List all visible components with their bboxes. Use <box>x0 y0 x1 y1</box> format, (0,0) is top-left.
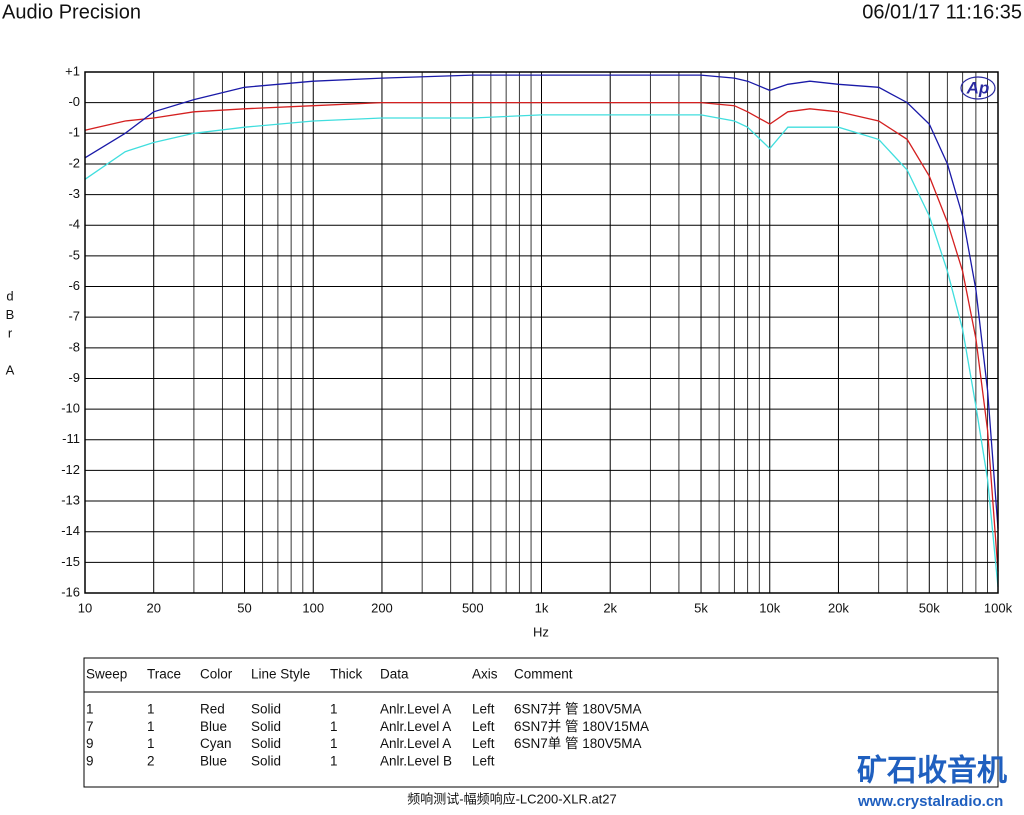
table-cell: 1 <box>330 702 338 717</box>
table-header: Comment <box>514 667 573 682</box>
table-cell: Red <box>200 702 225 717</box>
y-axis-label-char: B <box>6 307 15 322</box>
table-cell: Solid <box>251 753 281 768</box>
table-cell: 1 <box>330 719 338 734</box>
table-cell: Left <box>472 702 495 717</box>
logo: Ap <box>966 78 990 97</box>
table-cell: 1 <box>86 702 94 717</box>
table-cell: 6SN7单 管 180V5MA <box>514 736 642 751</box>
table-cell: Anlr.Level A <box>380 719 451 734</box>
table-cell: Left <box>472 719 495 734</box>
x-tick-label: 500 <box>462 600 484 615</box>
table-cell: Solid <box>251 736 281 751</box>
legend-table-box <box>83 657 999 788</box>
table-cell: 9 <box>86 736 94 751</box>
legend-table: Sweep Trace Color Line Style Thick Data Axis Co… <box>86 667 649 769</box>
y-tick-label: -7 <box>68 309 80 324</box>
table-header: Color <box>200 667 233 682</box>
x-tick-label: 20k <box>828 600 849 615</box>
x-tick-label: 10k <box>759 600 780 615</box>
title: Audio Precision <box>2 1 141 23</box>
table-header: Trace <box>147 667 181 682</box>
y-tick-label: -2 <box>68 155 80 170</box>
timestamp: 06/01/17 11:16:35 <box>862 1 1022 23</box>
table-cell: Left <box>472 736 495 751</box>
table-cell: Anlr.Level A <box>380 702 451 717</box>
table-cell: Cyan <box>200 736 232 751</box>
series-line <box>84 74 999 529</box>
table-cell: Solid <box>251 702 281 717</box>
y-tick-label: -14 <box>61 523 80 538</box>
y-tick-label: -9 <box>68 370 80 385</box>
x-tick-label: 10 <box>78 600 92 615</box>
table-cell: Blue <box>200 719 227 734</box>
y-tick-label: -8 <box>68 339 80 354</box>
y-tick-label: -16 <box>61 584 80 599</box>
table-header: Axis <box>472 667 498 682</box>
table-header: Data <box>380 667 409 682</box>
x-tick-label: 2k <box>603 600 617 615</box>
x-tick-label: 50k <box>919 600 940 615</box>
y-tick-label: -1 <box>68 125 80 140</box>
x-tick-label: 100 <box>302 600 324 615</box>
x-tick-label: 5k <box>694 600 708 615</box>
table-cell: Solid <box>251 719 281 734</box>
y-axis-label: dBr A <box>6 288 15 377</box>
y-tick-label: -5 <box>68 247 80 262</box>
logo-ring <box>960 76 996 100</box>
table-cell: Anlr.Level B <box>380 753 452 768</box>
table-cell: 1 <box>147 702 155 717</box>
plot-area: 10 20 50 100 200 500 1k 2k 5k 10k 20k 50k 100k +1 -0 -1… <box>61 63 1012 615</box>
y-axis-label-char: A <box>6 362 15 377</box>
y-tick-label: -11 <box>62 431 80 446</box>
y-tick-label: -0 <box>68 94 80 109</box>
table-cell: Blue <box>200 753 227 768</box>
file-name: 频响测试-幅频响应-LC200-XLR.at27 <box>407 791 617 806</box>
x-tick-label: 100k <box>984 600 1013 615</box>
table-cell: 6SN7并 管 180V5MA <box>514 702 642 717</box>
y-tick-label: +1 <box>65 63 80 78</box>
table-cell: 2 <box>147 753 155 768</box>
table-cell: Anlr.Level A <box>380 736 451 751</box>
y-axis-label-char: r <box>8 325 13 340</box>
y-tick-label: -6 <box>68 278 80 293</box>
table-cell: 1 <box>330 753 338 768</box>
table-cell: 1 <box>330 736 338 751</box>
y-tick-label: -4 <box>68 217 80 232</box>
y-tick-label: -15 <box>61 554 80 569</box>
y-tick-label: -12 <box>61 462 80 477</box>
y-tick-label: -13 <box>61 492 80 507</box>
x-tick-label: 20 <box>146 600 160 615</box>
table-header: Sweep <box>86 667 127 682</box>
table-cell: 1 <box>147 719 155 734</box>
table-header: Thick <box>330 667 363 682</box>
y-axis-label-char: d <box>6 288 13 303</box>
x-tick-label: 200 <box>371 600 393 615</box>
x-tick-label: 1k <box>535 600 549 615</box>
plot-frame <box>84 71 999 594</box>
y-tick-label: -10 <box>61 401 80 416</box>
table-cell: 1 <box>147 736 155 751</box>
series-line <box>84 114 999 587</box>
table-cell: 9 <box>86 753 94 768</box>
table-header: Line Style <box>251 667 310 682</box>
table-cell: 6SN7并 管 180V15MA <box>514 719 649 734</box>
series-line <box>84 101 999 572</box>
watermark-name: 矿石收音机 <box>857 754 1007 789</box>
x-axis-label: Hz <box>533 624 549 639</box>
x-tick-label: 50 <box>237 600 251 615</box>
watermark-url: www.crystalradio.cn <box>857 793 1003 810</box>
table-cell: 7 <box>86 719 94 734</box>
y-tick-label: -3 <box>68 186 80 201</box>
table-cell: Left <box>472 753 495 768</box>
